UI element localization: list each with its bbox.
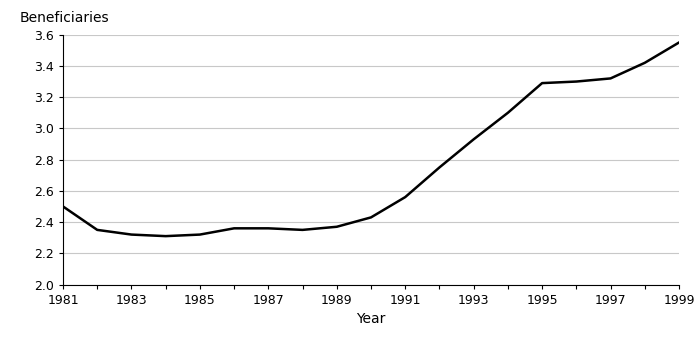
X-axis label: Year: Year [356, 312, 386, 326]
Text: Beneficiaries: Beneficiaries [20, 11, 109, 25]
